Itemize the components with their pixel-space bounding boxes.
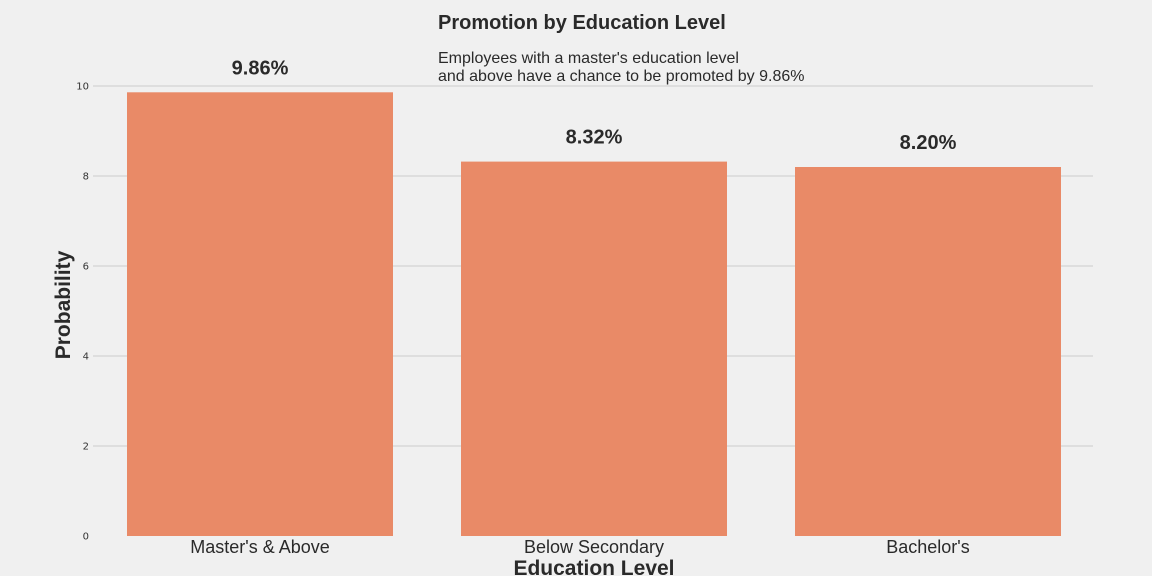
x-tick-label: Below Secondary: [524, 537, 664, 557]
chart-subtitle-line-1: Employees with a master's education leve…: [438, 50, 739, 67]
bar-data-label: 8.20%: [900, 132, 957, 154]
chart-subtitle-line-2: and above have a chance to be promoted b…: [438, 68, 804, 85]
bars: [127, 92, 1061, 537]
bar-data-label: 8.32%: [566, 127, 623, 149]
y-tick-label: 0: [83, 532, 89, 543]
bar: [461, 161, 727, 536]
y-tick-label: 8: [83, 172, 89, 183]
data-labels: 9.86% 8.32% 8.20%: [232, 57, 957, 154]
y-tick-label: 10: [76, 82, 89, 93]
x-tick-label: Master's & Above: [190, 537, 330, 557]
chart-title: Promotion by Education Level: [438, 12, 726, 34]
y-axis-label: Probability: [52, 250, 75, 359]
bar: [127, 92, 393, 537]
x-tick-label: Bachelor's: [886, 537, 969, 557]
bar: [795, 167, 1061, 536]
bar-data-label: 9.86%: [232, 57, 289, 79]
y-tick-label: 2: [83, 442, 89, 453]
x-axis-ticks: Master's & Above Below Secondary Bachelor'…: [190, 537, 969, 557]
x-axis-label: Education Level: [513, 557, 674, 576]
y-axis-ticks: 0 2 4 6 8 10: [76, 82, 89, 543]
y-tick-label: 6: [83, 262, 89, 273]
y-tick-label: 4: [83, 352, 89, 363]
